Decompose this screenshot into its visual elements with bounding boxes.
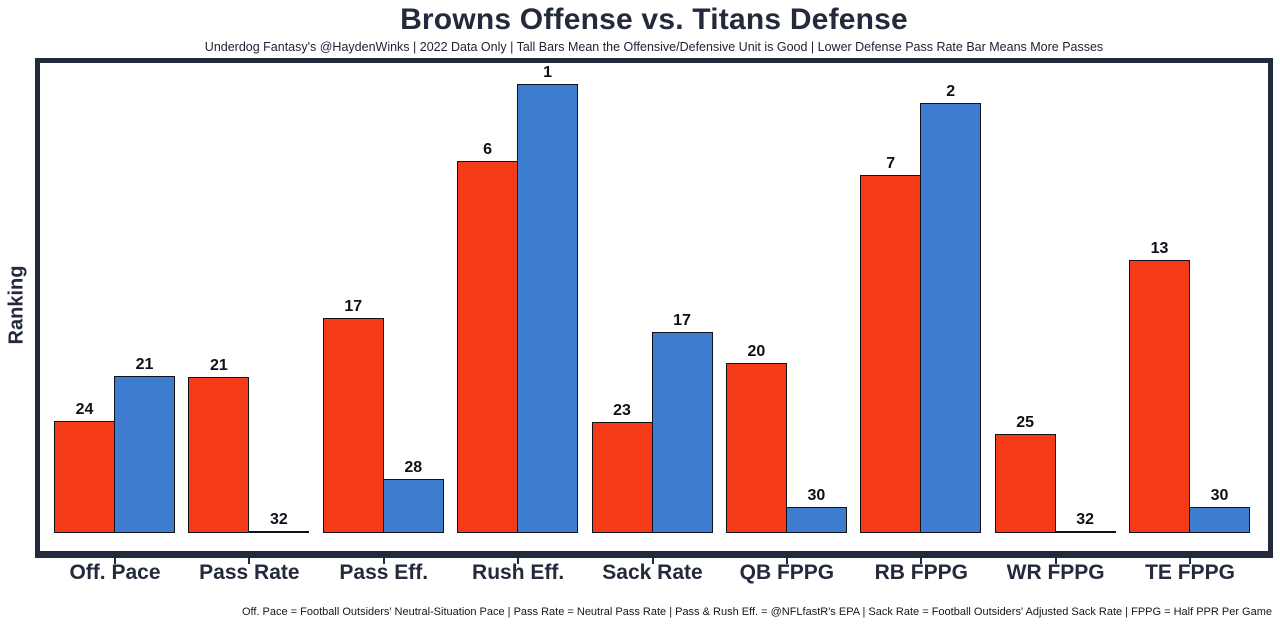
offense-bar [860, 175, 922, 533]
bar-value-label: 21 [135, 356, 154, 373]
defense-bar [382, 479, 444, 533]
x-axis-label: RB FPPG [874, 561, 968, 584]
bar-value-label: 32 [1076, 511, 1095, 528]
chart-subtitle: Underdog Fantasy's @HaydenWinks | 2022 D… [204, 40, 1104, 54]
offense-bar [725, 363, 787, 533]
bar-value-label: 2 [946, 83, 956, 100]
defense-bar [651, 332, 713, 533]
x-axis-label: Off. Pace [69, 561, 161, 584]
x-axis-tick [1054, 558, 1057, 564]
offense-bar [54, 421, 115, 533]
bar-value-label: 30 [1210, 487, 1229, 504]
defense-bar [1189, 507, 1250, 533]
x-axis-label: Pass Rate [199, 561, 300, 584]
offense-bar [322, 318, 384, 533]
x-axis-tick [517, 558, 520, 564]
x-axis-label: Rush Eff. [472, 561, 565, 584]
y-axis-label: Ranking [5, 265, 28, 345]
bar-value-label: 23 [613, 402, 631, 419]
bar-value-label: 24 [75, 401, 94, 418]
bar-value-label: 17 [673, 312, 691, 329]
plot-area: 24 21 21 32 17 28 6 1 23 17 20 30 7 2 25 32 13 30 [35, 58, 1273, 558]
x-axis-label: TE FPPG [1145, 561, 1235, 584]
defense-bar [248, 531, 310, 533]
bar-value-label: 28 [404, 459, 423, 476]
x-axis-tick [114, 558, 116, 564]
x-axis-label: QB FPPG [739, 561, 835, 584]
bar-value-label: 21 [209, 357, 228, 374]
offense-bar [188, 377, 250, 533]
x-axis-label: Pass Eff. [339, 561, 429, 584]
offense-bar [457, 161, 519, 533]
x-axis-label: WR FPPG [1006, 561, 1105, 584]
bar-value-label: 1 [543, 64, 553, 81]
x-axis-tick [651, 558, 654, 564]
defense-bar [517, 84, 579, 533]
offense-bar [591, 422, 653, 533]
defense-bar [920, 103, 982, 533]
bar-value-label: 13 [1150, 240, 1169, 257]
offense-bar [994, 434, 1056, 533]
x-axis-tick [1189, 558, 1191, 564]
x-axis-tick [382, 558, 385, 564]
chart-footnote: Off. Pace = Football Outsiders' Neutral-… [241, 606, 1272, 618]
offense-bar [1129, 260, 1190, 533]
x-axis-label: Sack Rate [602, 561, 703, 584]
chart-title: Browns Offense vs. Titans Defense [400, 3, 908, 36]
defense-bar [785, 507, 847, 533]
bar-value-label: 25 [1016, 414, 1035, 431]
bar-value-label: 6 [483, 141, 493, 158]
x-axis-tick [785, 558, 788, 564]
bar-value-label: 20 [747, 343, 766, 360]
bar-value-label: 7 [886, 155, 896, 172]
bar-value-label: 30 [807, 487, 826, 504]
x-axis-tick [920, 558, 923, 564]
defense-bar [1054, 531, 1116, 533]
bar-value-label: 17 [344, 298, 363, 315]
bar-value-label: 32 [269, 511, 288, 528]
x-axis-tick [248, 558, 251, 564]
defense-bar [114, 376, 175, 533]
